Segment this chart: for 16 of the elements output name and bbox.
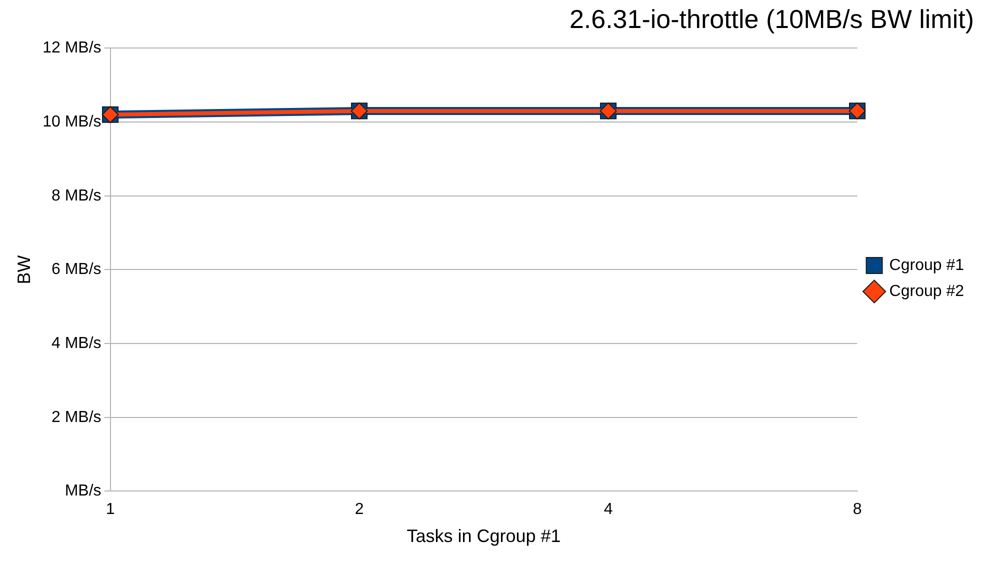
legend-label: Cgroup #1 — [889, 256, 964, 274]
x-tick-label: 4 — [604, 501, 613, 518]
y-tick-label: 6 MB/s — [51, 261, 102, 278]
y-tick-label: 12 MB/s — [42, 40, 102, 57]
chart-title: 2.6.31-io-throttle (10MB/s BW limit) — [569, 4, 974, 34]
y-tick-label: 10 MB/s — [42, 113, 102, 130]
y-tick-label: MB/s — [64, 482, 102, 500]
legend-label: Cgroup #2 — [889, 282, 964, 300]
x-tick-label: 8 — [852, 501, 862, 518]
y-axis-title: BW — [14, 255, 34, 284]
x-tick-label: 2 — [354, 501, 364, 518]
y-tick-label: 4 MB/s — [51, 334, 102, 352]
x-axis-title: Tasks in Cgroup #1 — [406, 526, 561, 546]
x-tick-label: 1 — [106, 501, 115, 518]
y-tick-label: 8 MB/s — [51, 187, 102, 204]
y-tick-label: 2 MB/s — [51, 408, 102, 426]
